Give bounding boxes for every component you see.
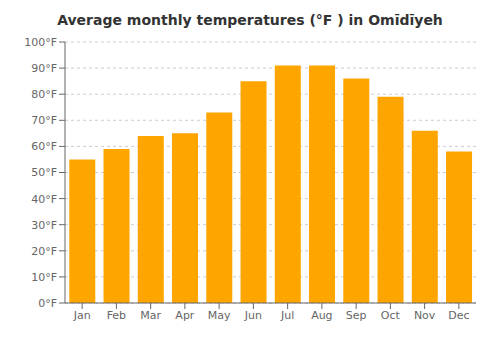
svg-text:Jun: Jun — [244, 309, 262, 322]
svg-text:10°F: 10°F — [31, 271, 57, 284]
svg-text:Feb: Feb — [107, 309, 126, 322]
svg-text:Mar: Mar — [140, 309, 161, 322]
svg-text:100°F: 100°F — [24, 36, 57, 49]
svg-text:Dec: Dec — [448, 309, 469, 322]
svg-text:May: May — [208, 309, 231, 322]
svg-text:Jan: Jan — [73, 309, 91, 322]
svg-text:Aug: Aug — [311, 309, 332, 322]
svg-text:90°F: 90°F — [31, 62, 57, 75]
svg-text:60°F: 60°F — [31, 140, 57, 153]
svg-text:Apr: Apr — [175, 309, 195, 322]
html-text:Average monthly temperatures (: Average monthly temperatures (°F ) in Om… — [57, 12, 443, 28]
svg-text:Sep: Sep — [346, 309, 367, 322]
svg-text:Jul: Jul — [280, 309, 294, 322]
svg-text:40°F: 40°F — [31, 193, 57, 206]
svg-text:20°F: 20°F — [31, 245, 57, 258]
svg-text:80°F: 80°F — [31, 88, 57, 101]
svg-text:Oct: Oct — [381, 309, 401, 322]
svg-text:70°F: 70°F — [31, 114, 57, 127]
svg-text:30°F: 30°F — [31, 219, 57, 232]
svg-text:Nov: Nov — [414, 309, 436, 322]
svg-text:50°F: 50°F — [31, 166, 57, 179]
svg-text:0°F: 0°F — [38, 297, 57, 310]
